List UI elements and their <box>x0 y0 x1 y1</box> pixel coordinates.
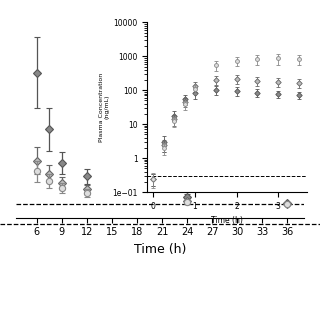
X-axis label: Time (h): Time (h) <box>211 216 243 225</box>
X-axis label: Time (h): Time (h) <box>134 243 186 256</box>
Y-axis label: Plasma Concentration
(ng/mL): Plasma Concentration (ng/mL) <box>99 73 109 142</box>
